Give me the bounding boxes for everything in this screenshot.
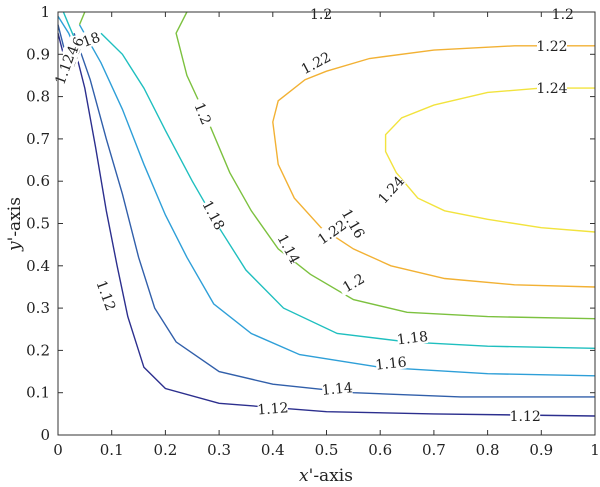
contour-label-gap (335, 267, 370, 297)
x-tick-label: 0 (53, 441, 63, 459)
y-tick-label: 0.9 (26, 45, 50, 63)
contour-label-gap (547, 5, 578, 22)
contour-label: 1.16 (375, 354, 408, 373)
contour-label-gap (314, 216, 349, 247)
contour-lines (57, 11, 596, 417)
contour-line-1-12 (73, 45, 596, 417)
contour-label-group: 1.2 (190, 96, 217, 131)
y-tick-label: 0.4 (26, 257, 50, 275)
y-axis-title: y'-axis (5, 197, 25, 252)
y-axis-ticks: 0 0.1 0.2 0.3 0.4 0.5 0.6 0.7 0.8 0.9 1 (26, 3, 595, 444)
x-tick-label: 0.1 (100, 441, 124, 459)
contour-label-gap (339, 206, 369, 240)
contour-label-group: 1.2 (547, 5, 578, 23)
x-tick-label: 0.9 (529, 441, 553, 459)
contour-label-gap (200, 197, 229, 232)
contour-label-gap (275, 231, 304, 266)
x-tick-label: 0.4 (261, 441, 285, 459)
contour-label-gap (190, 96, 217, 131)
contour-label-gap (396, 326, 429, 347)
x-tick-label: 0.8 (476, 441, 500, 459)
contour-line-1-2 (78, 11, 86, 25)
contour-label-gap (306, 5, 337, 22)
contour-label-gap (537, 79, 567, 96)
contour-label: 1.14 (321, 380, 354, 399)
contour-label: 1.24 (536, 81, 567, 97)
contour-label-group: 1.12 (510, 407, 541, 425)
contour-label-group: 1.14 (321, 378, 354, 399)
x-axis-title-variable: x (299, 466, 309, 486)
y-tick-label: 0 (40, 426, 50, 444)
contour-line-1-14 (73, 32, 595, 398)
contour-label: 1.18 (396, 329, 429, 349)
contour-label-gap (94, 278, 120, 312)
y-axis-title-variable: y (5, 241, 25, 252)
contour-line-1-18 (62, 11, 75, 38)
x-tick-label: 0.5 (315, 441, 339, 459)
y-tick-label: 0.3 (26, 299, 50, 317)
contour-label: 1.2 (310, 7, 332, 23)
contour-label-gap (537, 36, 567, 53)
contour-label-group: 1.18 (396, 326, 429, 349)
contour-label-group: 1.24 (536, 79, 568, 97)
contour-label: 1.2 (552, 7, 574, 23)
contour-line-1-22 (272, 45, 596, 288)
x-tick-label: 0.2 (153, 441, 177, 459)
y-axis-title-suffix: '-axis (5, 197, 25, 241)
contour-line-1-24 (384, 87, 596, 233)
contour-label: 1.12 (510, 409, 541, 425)
y-tick-label: 0.7 (26, 130, 50, 148)
plot-background (58, 12, 595, 435)
y-tick-label: 0.1 (26, 384, 50, 402)
x-axis-ticks: 0 0.1 0.2 0.3 0.4 0.5 0.6 0.7 0.8 0.9 1 (53, 12, 600, 459)
contour-label: 1.12 (257, 400, 289, 418)
x-tick-label: 0.7 (422, 441, 446, 459)
contour-label-gap (298, 47, 333, 77)
x-axis-title: x'-axis (299, 466, 353, 486)
contour-label-gap (375, 352, 407, 372)
contour-line-1-2 (175, 11, 596, 320)
contour-label-group: 1.22 (536, 36, 568, 55)
x-tick-label: 0.6 (368, 441, 392, 459)
contour-label-group: 1.2 (306, 5, 337, 23)
contour-label-gap (510, 407, 541, 423)
contour-label-gap (374, 172, 407, 206)
contour-label-gap (321, 378, 353, 397)
x-tick-label: 0.3 (207, 441, 231, 459)
contour-label-gap (50, 51, 77, 86)
y-tick-label: 0.6 (26, 172, 50, 190)
y-tick-label: 0.5 (26, 215, 50, 233)
x-tick-label: 1 (590, 441, 600, 459)
contour-label-gap (257, 398, 289, 417)
x-axis-title-suffix: '-axis (309, 466, 353, 486)
contour-label-group: 1.16 (375, 352, 408, 374)
contour-label: 1.2 (190, 101, 213, 128)
contour-label: 1.22 (536, 39, 567, 55)
y-tick-label: 0.8 (26, 88, 50, 106)
y-tick-label: 1 (40, 3, 50, 21)
y-tick-label: 0.2 (26, 341, 50, 359)
contour-label-group: 1.12 (257, 398, 289, 418)
